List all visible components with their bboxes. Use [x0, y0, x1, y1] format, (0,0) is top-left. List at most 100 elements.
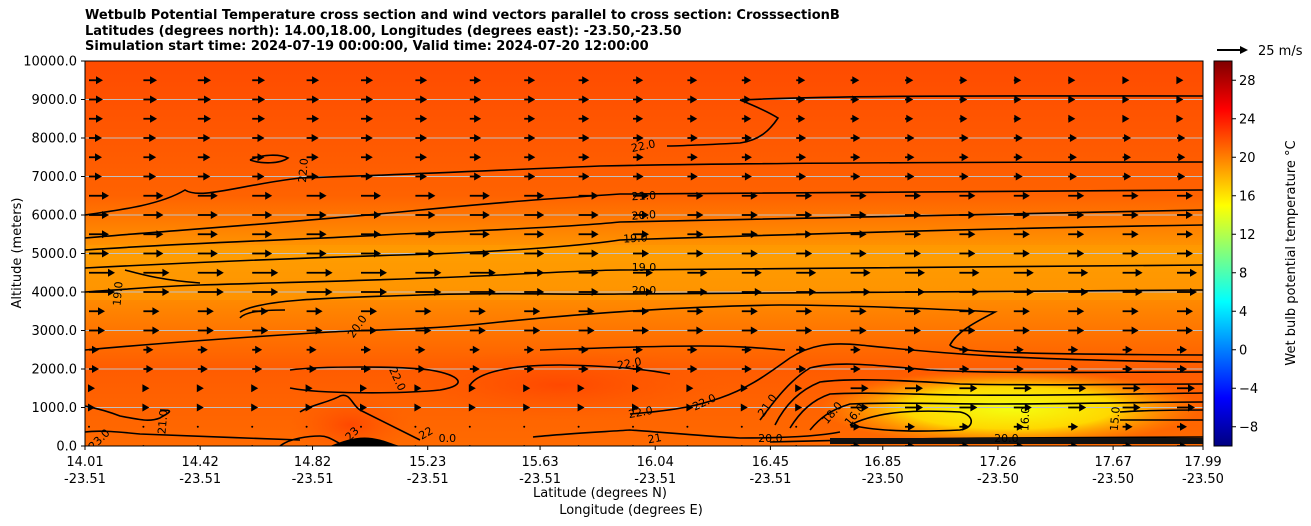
wind-vector [905, 288, 925, 296]
warm-pocket-low [390, 350, 730, 420]
wind-vector [88, 425, 90, 428]
contour-line [666, 99, 780, 147]
wind-vector-head [587, 307, 595, 316]
contour-label: 20.0 [631, 208, 656, 223]
wind-vector-head [799, 365, 807, 373]
wind-vector-head [1125, 345, 1133, 354]
wind-vector-head [156, 230, 164, 239]
wind-vector [850, 422, 861, 431]
wind-vector [850, 153, 861, 162]
wind-vector [633, 95, 644, 104]
wind-vector [1122, 172, 1132, 181]
wind-vector-head [255, 365, 263, 373]
wind-vector-head [853, 365, 861, 373]
contour-line [85, 405, 171, 421]
wind-vector [1013, 326, 1030, 335]
wind-vector [89, 326, 105, 335]
x-tick-label-latitude: 17.26 [979, 455, 1016, 470]
wind-vector [469, 211, 490, 219]
wind-vector [686, 425, 689, 428]
wind-vector-head [861, 384, 869, 393]
wind-vector [197, 268, 224, 277]
wind-vector [252, 326, 269, 335]
wind-vector-head [325, 288, 333, 296]
wind-vector-head [265, 249, 273, 258]
wind-vector [89, 365, 99, 373]
wind-vector-head [750, 191, 758, 200]
wind-vector-head [210, 249, 218, 258]
wind-vector [959, 211, 976, 219]
contour-line [849, 410, 973, 432]
wind-vector-head [642, 191, 649, 200]
contour-label: 20.0 [758, 432, 783, 445]
wind-vector [1177, 288, 1197, 296]
wind-vector-head [1186, 230, 1193, 239]
wind-vector [306, 134, 319, 142]
wind-vector [1122, 76, 1130, 85]
wind-vector [143, 365, 154, 373]
wind-vector-head [152, 307, 160, 316]
wind-vector [1068, 153, 1077, 162]
wind-vector [414, 403, 422, 412]
contour-label: 22.0 [616, 355, 642, 372]
wind-vector [196, 425, 199, 428]
wind-vector-head [591, 211, 599, 219]
wind-vector [251, 384, 259, 393]
wind-vector-head [859, 249, 867, 258]
wind-vector-head [95, 134, 102, 142]
wind-vector [469, 365, 480, 373]
x-tick-label-latitude: 16.04 [637, 455, 674, 470]
wind-vector [687, 114, 698, 123]
wind-vector-head [488, 268, 496, 277]
wind-vector [741, 249, 758, 258]
wind-vector [1013, 153, 1023, 162]
wind-vector-head [149, 134, 157, 142]
wind-vector [524, 249, 545, 258]
wind-vector-head [591, 230, 599, 239]
y-axis-label: Altitude (meters) [10, 198, 25, 309]
wind-vector-head [1016, 365, 1024, 373]
wind-vector-head [908, 345, 915, 354]
wind-vector [1122, 307, 1139, 316]
wind-vector-head [636, 153, 644, 162]
wind-vector-head [1186, 211, 1193, 219]
wind-vector [578, 345, 589, 354]
wind-vector-head [528, 114, 536, 123]
wind-vector [468, 384, 476, 393]
wind-vector-head [478, 307, 486, 316]
wind-vector [796, 95, 806, 104]
wind-vector [524, 211, 545, 219]
wind-vector-head [419, 134, 427, 142]
wind-vector [1122, 191, 1139, 200]
contour-label: 22.0 [630, 137, 657, 155]
wind-vector [578, 249, 599, 258]
wind-vector [959, 442, 970, 446]
wind-vector [252, 288, 279, 296]
contour-label: 20.0 [632, 284, 657, 297]
wind-vector [524, 288, 545, 296]
wind-vector [850, 403, 869, 412]
wind-vector-head [420, 76, 428, 85]
wind-vector-head [265, 191, 273, 200]
wind-vector [686, 384, 694, 393]
wind-vector-head [1022, 249, 1030, 258]
wind-vector-head [1068, 76, 1076, 85]
wind-vector-head [696, 307, 704, 316]
wind-vector [577, 425, 580, 428]
colorbar-tick-label: −8 [1239, 420, 1258, 435]
wind-vector [415, 288, 442, 296]
wind-vector [361, 365, 371, 373]
wind-vector-head [200, 365, 208, 373]
wind-vector [524, 95, 536, 104]
wind-vector-head [418, 365, 426, 373]
wind-vector-head [918, 288, 925, 296]
wind-vector [633, 268, 653, 277]
wind-vector [796, 153, 807, 162]
wind-vector [741, 365, 752, 373]
wind-vector-head [428, 249, 436, 258]
wind-vector-head [690, 114, 698, 123]
wind-vector [252, 345, 263, 354]
wind-vector-head [1135, 268, 1143, 277]
wind-vector-head [1022, 230, 1030, 239]
wind-vector-head [271, 288, 279, 296]
